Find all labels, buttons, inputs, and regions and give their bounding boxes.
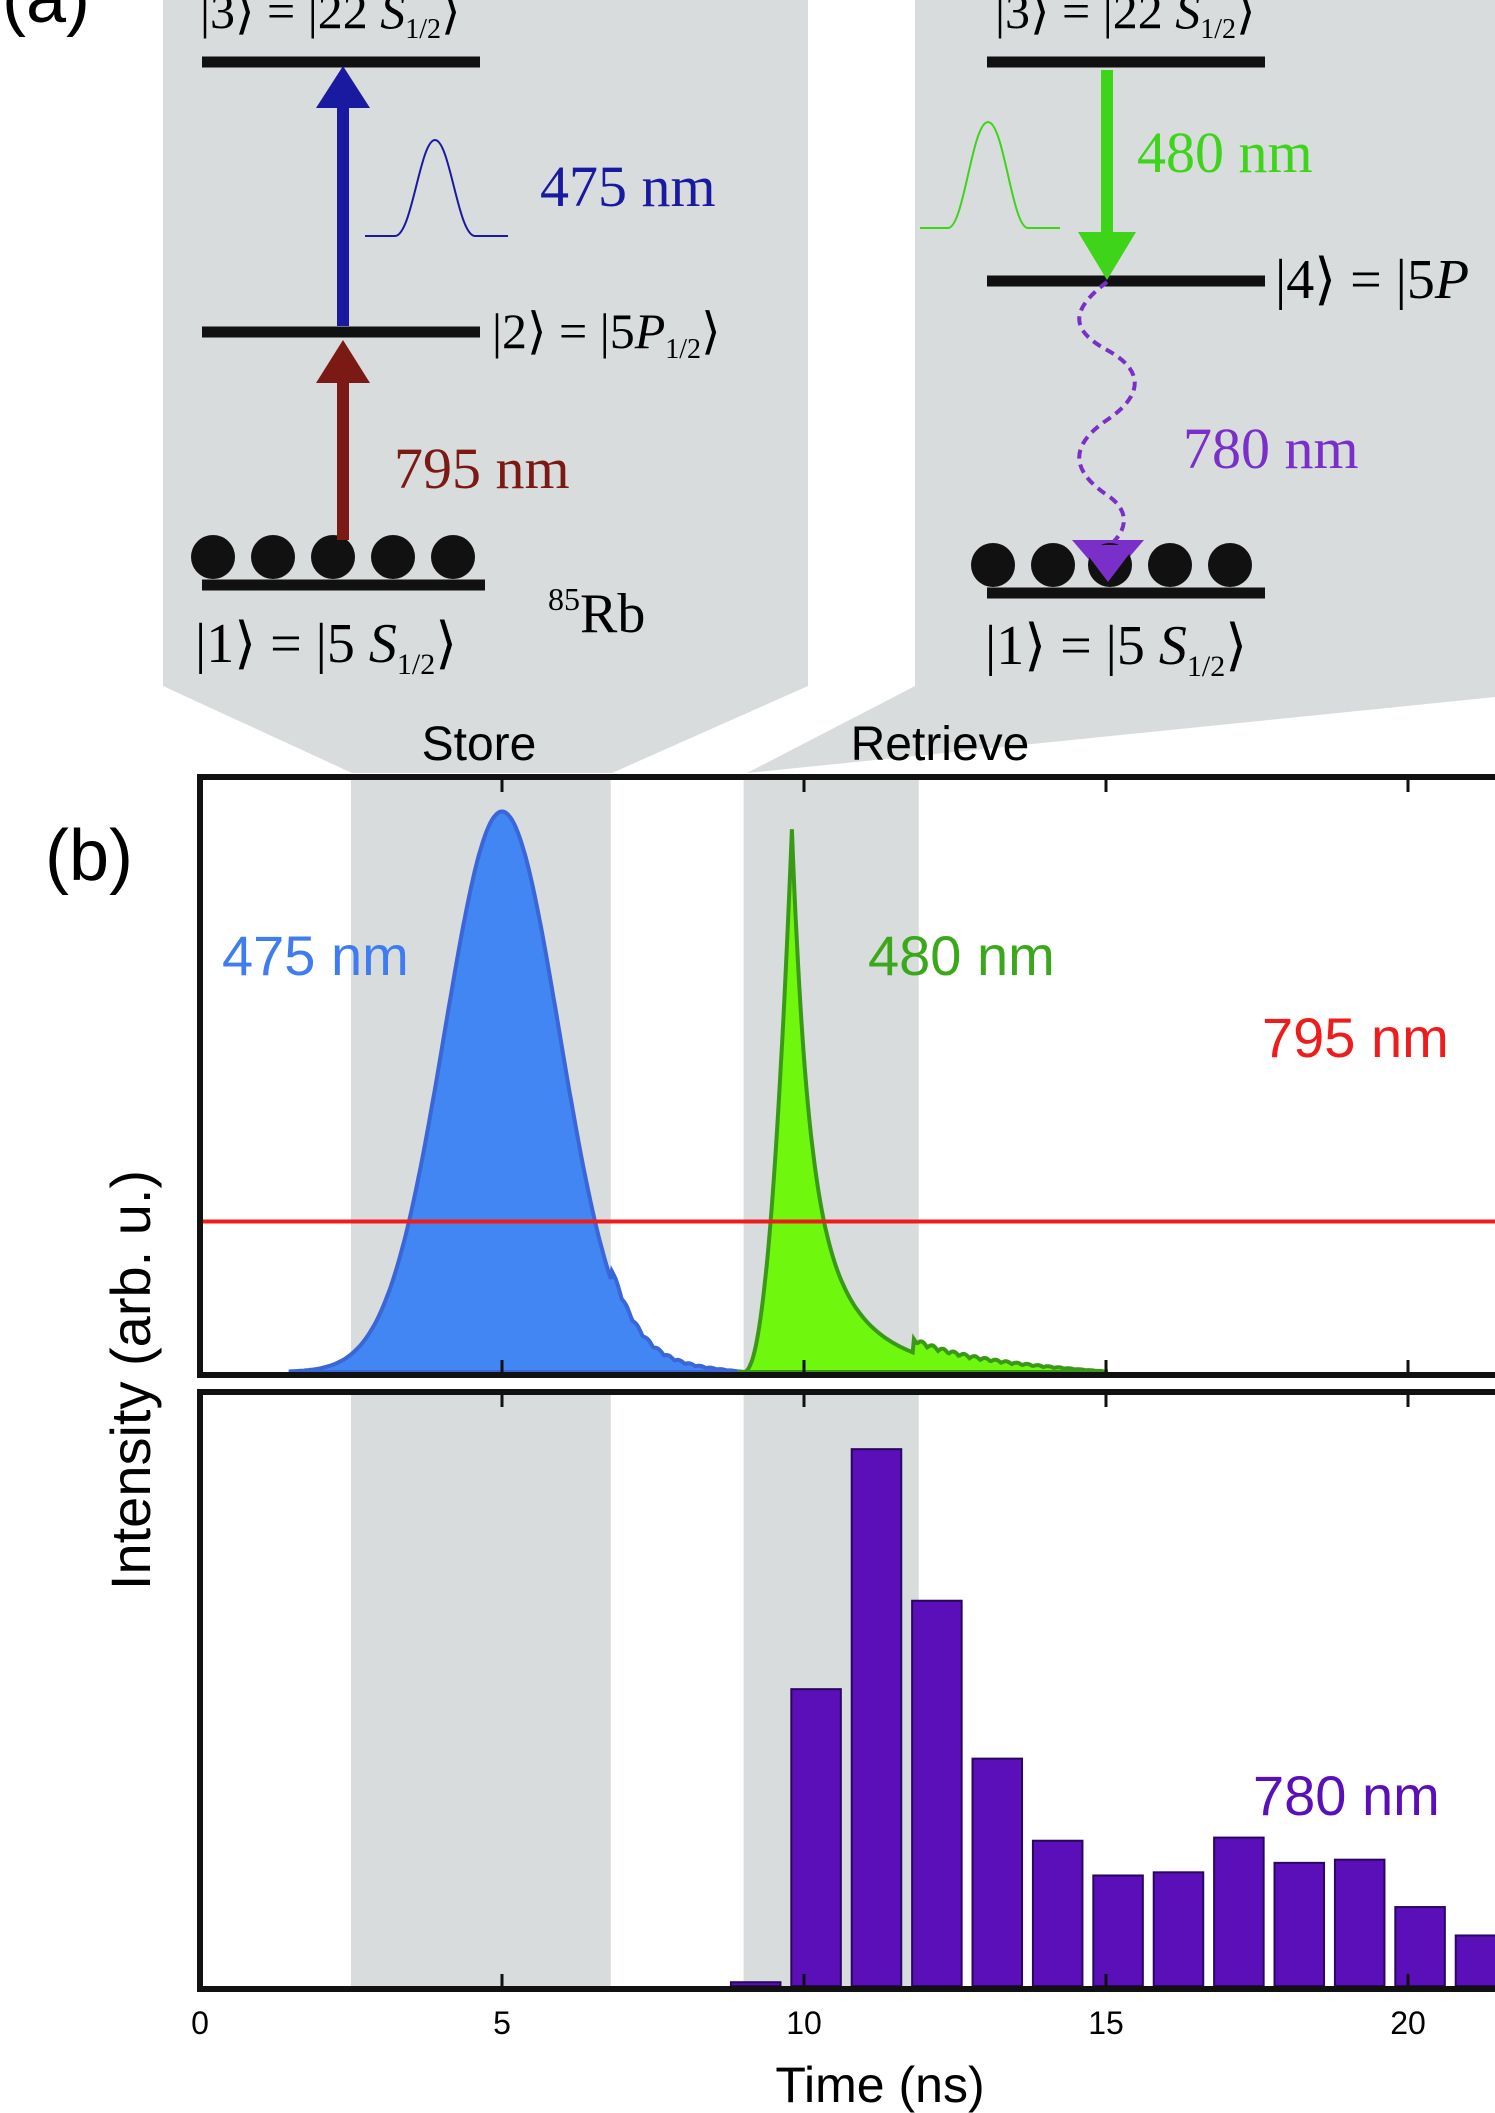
histogram-bar xyxy=(1394,1906,1446,1987)
atom xyxy=(251,535,295,579)
coupling-arrow-head xyxy=(316,66,370,108)
readout-pulse-icon xyxy=(920,120,1060,229)
histogram-bar xyxy=(1092,1874,1144,1987)
plot-gap xyxy=(200,1378,1495,1389)
panel-a: (a) |3⟩ = |22 S1/2⟩ |2⟩ = |5P1/2⟩ xyxy=(2,0,1495,773)
store-connector xyxy=(163,686,808,773)
atom xyxy=(971,543,1015,587)
histogram-bar xyxy=(1454,1934,1495,1987)
histogram-bar xyxy=(1333,1858,1386,1987)
coupling-pulse-icon xyxy=(365,138,508,237)
retrieve-level-3-label: |3⟩ = |22 S1/2⟩ xyxy=(995,0,1256,45)
emission-photon xyxy=(1077,280,1137,547)
series-475nm-area xyxy=(288,809,746,1374)
panel-b-label: (b) xyxy=(45,816,133,896)
histogram-bar xyxy=(1273,1861,1326,1988)
histogram-bar xyxy=(911,1599,963,1987)
top-series-label-475: 475 nm xyxy=(222,924,409,987)
histogram-plot xyxy=(729,1448,1495,1988)
probe-arrow-head xyxy=(316,340,370,383)
tick-label: 15 xyxy=(1088,2005,1124,2041)
bottom-plot-frame xyxy=(197,1389,1495,1992)
retrieve-scheme: |3⟩ = |22 S1/2⟩ |4⟩ = |5P 480 nm 780 nm xyxy=(747,0,1495,773)
atom xyxy=(191,535,235,579)
atom xyxy=(431,535,475,579)
tick-label: 0 xyxy=(191,2005,209,2041)
y-axis-label: Intensity (arb. u.) xyxy=(99,1170,162,1590)
store-level-3-label: |3⟩ = |22 S1/2⟩ xyxy=(200,0,461,45)
tick-label: 10 xyxy=(786,2005,822,2041)
emission-label: 780 nm xyxy=(1183,416,1359,481)
tick-label: 20 xyxy=(1390,2005,1426,2041)
histogram-bar xyxy=(1152,1871,1205,1988)
histogram-bar xyxy=(1213,1836,1265,1988)
atom xyxy=(1208,543,1252,587)
store-level-2-label: |2⟩ = |5P1/2⟩ xyxy=(492,303,721,365)
isotope-label: 85Rb xyxy=(548,581,645,645)
x-axis-ticks: 0 5 10 15 20 xyxy=(191,777,1426,2041)
series-480nm-area xyxy=(737,829,1108,1374)
top-series-label-480: 480 nm xyxy=(868,924,1055,987)
x-axis-label: Time (ns) xyxy=(775,2057,984,2113)
retrieve-connector xyxy=(747,686,1495,773)
pulse-plot xyxy=(200,809,1495,1374)
atom xyxy=(1031,543,1075,587)
retrieve-level-1-label: |1⟩ = |5 S1/2⟩ xyxy=(985,615,1247,683)
bottom-series-label-780: 780 nm xyxy=(1253,1764,1440,1827)
atom xyxy=(1148,543,1192,587)
emission-arrow-head-overlay xyxy=(1080,545,1136,582)
tick-label: 5 xyxy=(493,2005,511,2041)
top-series-label-795: 795 nm xyxy=(1262,1006,1449,1069)
atom xyxy=(311,535,355,579)
atom xyxy=(371,535,415,579)
histogram-bar xyxy=(850,1448,903,1987)
panel-b: (b) Store Retrieve 0 5 10 15 20 475 nm 480 n… xyxy=(45,718,1495,2113)
retrieve-window-label: Retrieve xyxy=(851,718,1030,771)
histogram-bar xyxy=(729,1981,782,1988)
retrieve-level-4-label: |4⟩ = |5P xyxy=(1275,249,1469,311)
store-window-label: Store xyxy=(422,718,537,771)
coupling-label: 475 nm xyxy=(540,154,716,219)
store-level-1-label: |1⟩ = |5 S1/2⟩ xyxy=(195,613,457,681)
probe-label: 795 nm xyxy=(394,436,570,501)
panel-a-label: (a) xyxy=(2,0,90,38)
top-plot-frame xyxy=(197,774,1495,1378)
histogram-bar xyxy=(1031,1839,1084,1987)
store-atoms xyxy=(191,535,475,579)
readout-arrow-head xyxy=(1078,232,1136,280)
readout-label: 480 nm xyxy=(1137,120,1313,185)
histogram-bar xyxy=(790,1688,842,1987)
histogram-bar xyxy=(971,1757,1024,1988)
store-scheme: |3⟩ = |22 S1/2⟩ |2⟩ = |5P1/2⟩ |1⟩ = |5 S… xyxy=(163,0,808,773)
